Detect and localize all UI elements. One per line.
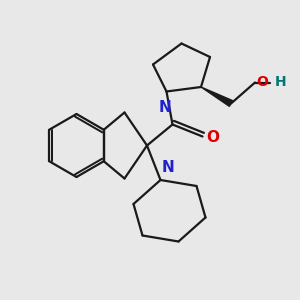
Text: N: N — [162, 160, 175, 175]
Text: H: H — [274, 76, 286, 89]
Text: O: O — [256, 76, 268, 89]
Text: N: N — [159, 100, 171, 115]
Text: O: O — [206, 130, 219, 146]
Polygon shape — [201, 87, 232, 106]
